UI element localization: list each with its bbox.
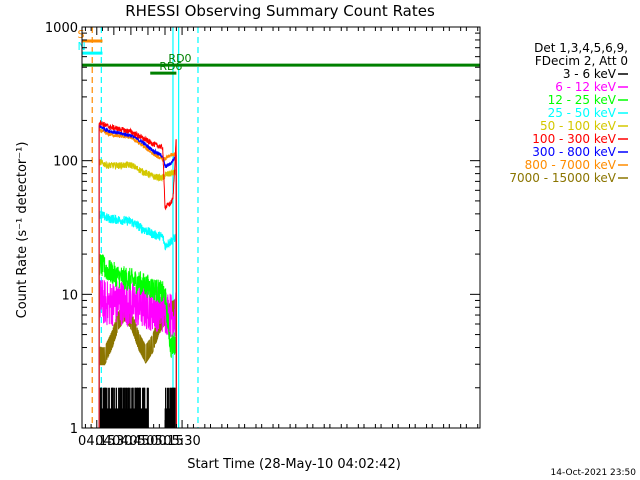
flag-label-rd0: RD0 bbox=[168, 52, 191, 65]
chart-title: RHESSI Observing Summary Count Rates bbox=[125, 2, 435, 20]
legend-entry-label: 100 - 300 keV bbox=[532, 132, 616, 146]
x-axis-label: Start Time (28-May-10 04:02:42) bbox=[187, 457, 401, 472]
y-tick-label: 1000 bbox=[45, 21, 78, 36]
flag-label-s: S bbox=[77, 28, 84, 41]
y-tick-label: 10 bbox=[61, 288, 78, 303]
x-tick-label: 04:45 bbox=[112, 434, 149, 449]
series-25-50kev bbox=[98, 210, 177, 429]
legend-header: Det 1,3,4,5,6,9, bbox=[534, 41, 628, 55]
legend-entry-label: 3 - 6 keV bbox=[563, 67, 617, 81]
legend-entry-label: 800 - 7000 keV bbox=[525, 158, 617, 172]
x-tick-label: 05:30 bbox=[163, 434, 200, 449]
footer-date: 14-Oct-2021 23:50 bbox=[551, 468, 637, 478]
legend: Det 1,3,4,5,6,9,FDecim 2, Att 03 - 6 keV… bbox=[509, 41, 628, 185]
flag-label-rd6: RD6 bbox=[159, 60, 182, 73]
legend-entry-label: 6 - 12 keV bbox=[555, 80, 617, 94]
y-tick-label: 100 bbox=[53, 155, 78, 170]
legend-entry-label: 7000 - 15000 keV bbox=[509, 171, 616, 185]
x-tick-label: 04:15 bbox=[78, 434, 115, 449]
series-12-25kev bbox=[98, 253, 177, 429]
legend-header: FDecim 2, Att 0 bbox=[535, 54, 628, 68]
x-tick-label: 05:15 bbox=[146, 434, 183, 449]
y-axis-label: Count Rate (s⁻¹ detector⁻¹) bbox=[15, 142, 30, 319]
legend-entry-label: 50 - 100 keV bbox=[540, 119, 617, 133]
x-tick-label: 04:30 bbox=[95, 434, 132, 449]
legend-entry-label: 25 - 50 keV bbox=[548, 106, 617, 120]
series-100-300kev bbox=[98, 120, 177, 429]
plot-frame bbox=[81, 26, 481, 429]
x-tick-label: 05:00 bbox=[129, 434, 166, 449]
y-tick-label: 1 bbox=[70, 422, 78, 437]
legend-entry-label: 12 - 25 keV bbox=[548, 93, 617, 107]
legend-entry-label: 300 - 800 keV bbox=[532, 145, 616, 159]
